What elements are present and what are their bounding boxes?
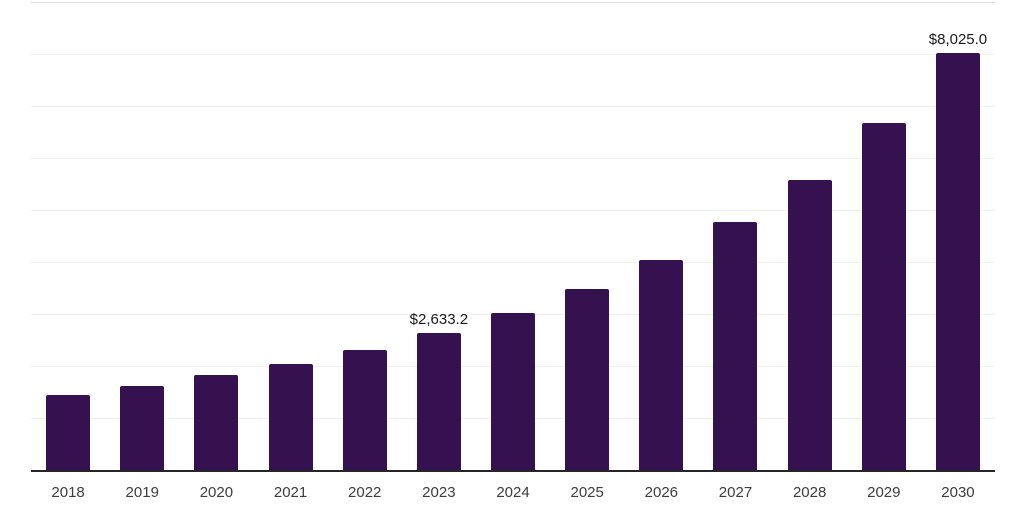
x-tick-2029: 2029 <box>867 484 901 501</box>
bar-column-2019 <box>105 2 179 470</box>
bar-column-2026 <box>624 2 698 470</box>
bar-2021 <box>268 363 313 470</box>
x-tick-2026: 2026 <box>644 484 679 501</box>
bar-2024 <box>491 313 536 470</box>
bar-column-2022 <box>328 2 402 470</box>
x-tick-2022: 2022 <box>348 484 382 501</box>
x-tick-2018: 2018 <box>51 484 85 501</box>
bar-2025 <box>565 289 610 470</box>
x-tick-2020: 2020 <box>199 484 234 501</box>
bar-column-2025 <box>550 2 624 470</box>
bar-column-2020 <box>179 2 253 470</box>
x-tick-2030: 2030 <box>941 484 975 501</box>
gridline-9000 <box>31 2 995 3</box>
gridline-7000 <box>31 106 995 107</box>
bar-2027 <box>713 222 758 470</box>
bar-2022 <box>342 350 387 470</box>
bar-column-2023: $2,633.2 <box>402 2 476 470</box>
bar-2030 <box>935 52 980 470</box>
gridline-4000 <box>31 262 995 263</box>
bar-value-label-2023: $2,633.2 <box>409 311 469 329</box>
bar-2028 <box>787 179 832 470</box>
gridline-8000 <box>31 54 995 55</box>
x-tick-2023: 2023 <box>422 484 456 501</box>
x-axis-line <box>31 470 995 472</box>
bar-column-2030: $8,025.0 <box>921 2 995 470</box>
bar-2019 <box>120 385 165 470</box>
x-tick-2028: 2028 <box>792 484 827 501</box>
x-tick-2024: 2024 <box>496 484 530 501</box>
bar-column-2028 <box>773 2 847 470</box>
bar-2023 <box>416 333 461 470</box>
bars-row: $2,633.2 $8,025.0 <box>31 2 995 470</box>
bar-column-2018 <box>31 2 105 470</box>
bar-column-2021 <box>253 2 327 470</box>
bar-2020 <box>194 375 239 470</box>
bar-2026 <box>639 260 684 470</box>
x-tick-2025: 2025 <box>570 484 604 501</box>
bar-column-2029 <box>847 2 921 470</box>
gridline-5000 <box>31 210 995 211</box>
bar-column-2024 <box>476 2 550 470</box>
x-tick-2019: 2019 <box>125 484 159 501</box>
x-tick-2021: 2021 <box>273 484 308 501</box>
x-tick-2027: 2027 <box>718 484 753 501</box>
x-axis-labels: 2018 2019 2020 2021 2022 2023 2024 2025 2026 2027… <box>31 484 995 502</box>
bar-2018 <box>46 394 91 470</box>
gridline-6000 <box>31 158 995 159</box>
bar-value-label-2030: $8,025.0 <box>928 30 988 48</box>
bar-2029 <box>861 123 906 470</box>
bar-column-2027 <box>698 2 772 470</box>
plot-area: $2,633.2 $8,025.0 <box>31 2 995 470</box>
